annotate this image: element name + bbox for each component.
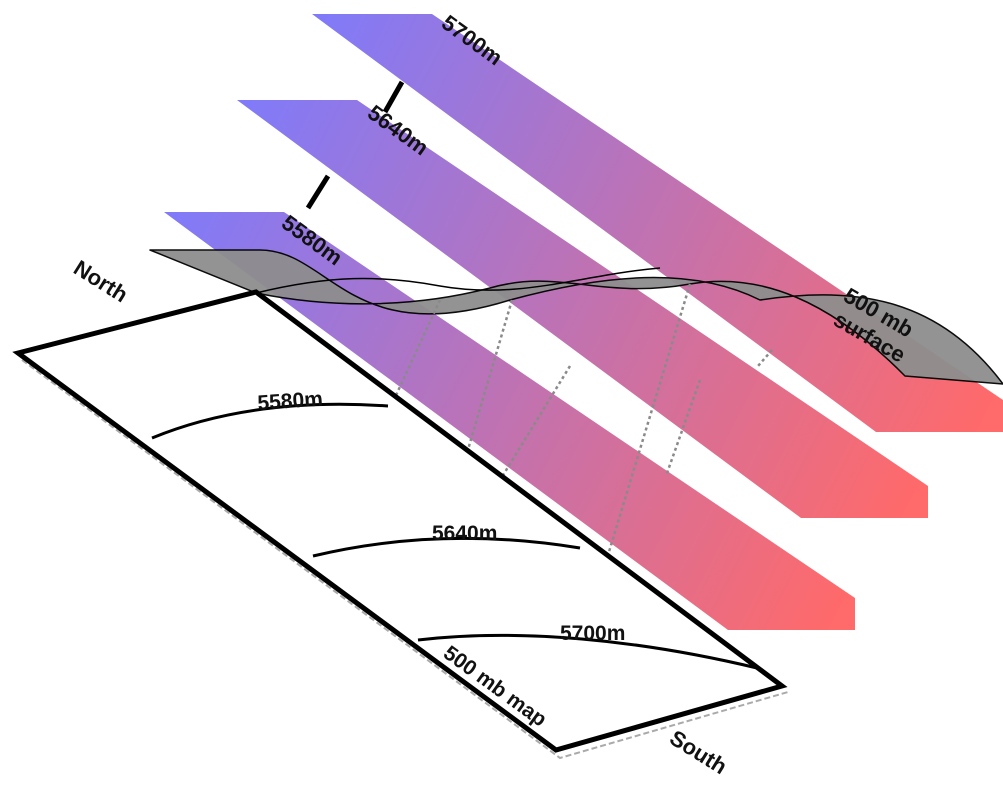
height-plane-5700	[312, 14, 1003, 432]
south-label: South	[665, 725, 731, 779]
height-plane-5580	[164, 212, 855, 630]
projection-line-6	[603, 283, 692, 566]
contour-5700-line	[417, 633, 758, 670]
map-shadow	[21, 359, 789, 760]
contour-label-5640: 5640m	[432, 522, 497, 545]
north-label: North	[69, 255, 132, 307]
500mb-surface	[149, 249, 1003, 385]
projection-line-7	[664, 379, 702, 477]
contour-label-5700: 5700m	[560, 622, 625, 645]
map-outline	[12, 289, 788, 753]
plane-connector-upper	[382, 80, 405, 114]
contour-5580-line	[151, 402, 389, 440]
contour-5640-line	[312, 536, 581, 558]
500mb-surface-ridge-line	[255, 267, 661, 294]
500mb-map	[12, 289, 789, 760]
contour-label-5580: 5580m	[257, 387, 324, 415]
plane-connector-lower	[305, 174, 331, 210]
height-plane-5640	[237, 100, 928, 518]
